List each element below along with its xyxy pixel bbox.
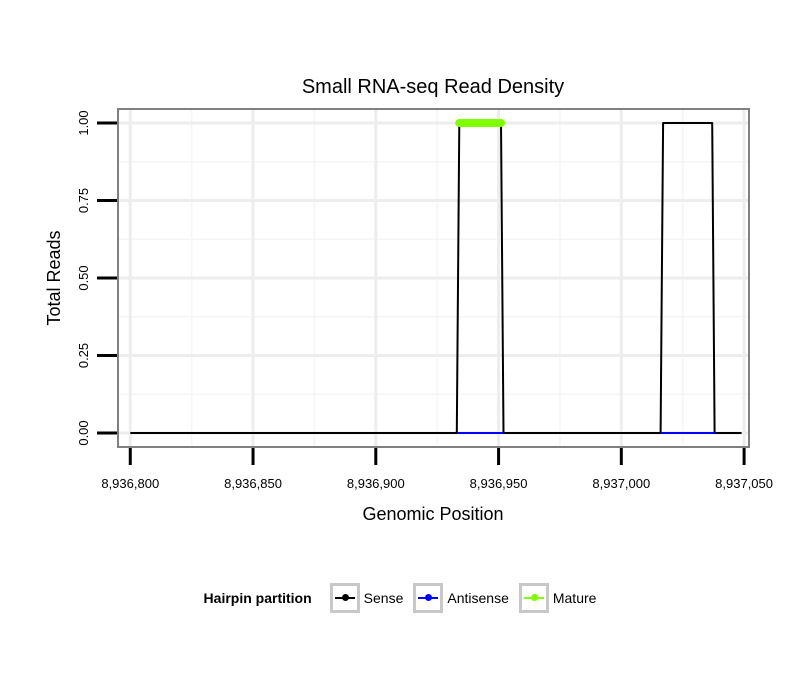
y-tick-label: 0.75 xyxy=(76,188,91,213)
legend: Hairpin partition Sense Antisense Mature xyxy=(0,578,810,618)
y-tick-label: 1.00 xyxy=(76,110,91,135)
x-tick-label: 8,937,000 xyxy=(592,476,650,491)
y-tick-label: 0.25 xyxy=(76,343,91,368)
x-axis-label: Genomic Position xyxy=(362,504,503,524)
legend-label: Mature xyxy=(552,590,597,606)
legend-item-antisense: Antisense xyxy=(413,583,512,613)
legend-key-dot xyxy=(530,594,538,601)
y-axis-label: Total Reads xyxy=(44,230,64,325)
x-tick-label: 8,936,850 xyxy=(224,476,282,491)
legend-key-dot xyxy=(425,594,433,601)
x-tick-label: 8,936,800 xyxy=(101,476,159,491)
x-tick-label: 8,937,050 xyxy=(715,476,773,491)
legend-item-sense: Sense xyxy=(329,583,408,613)
legend-label: Sense xyxy=(363,590,404,606)
y-axis: 0.00 0.25 0.50 0.75 1.00 xyxy=(76,110,117,446)
series-layer xyxy=(130,118,742,435)
x-axis: 8,936,800 8,936,850 8,936,900 8,936,950 8,93… xyxy=(101,448,773,491)
legend-key xyxy=(518,583,549,613)
y-tick-label: 0.50 xyxy=(76,265,91,290)
y-tick-label: 0.00 xyxy=(76,420,91,445)
x-tick-label: 8,936,900 xyxy=(347,476,405,491)
legend-key xyxy=(329,583,360,613)
chart-title: Small RNA-seq Read Density xyxy=(302,76,564,98)
series-line-sense xyxy=(130,122,742,434)
legend-key xyxy=(413,583,444,613)
legend-title: Hairpin partition xyxy=(203,590,312,606)
legend-key-dot xyxy=(341,594,349,601)
legend-item-mature: Mature xyxy=(518,583,601,613)
legend-label: Antisense xyxy=(447,590,509,606)
x-tick-label: 8,936,950 xyxy=(470,476,528,491)
